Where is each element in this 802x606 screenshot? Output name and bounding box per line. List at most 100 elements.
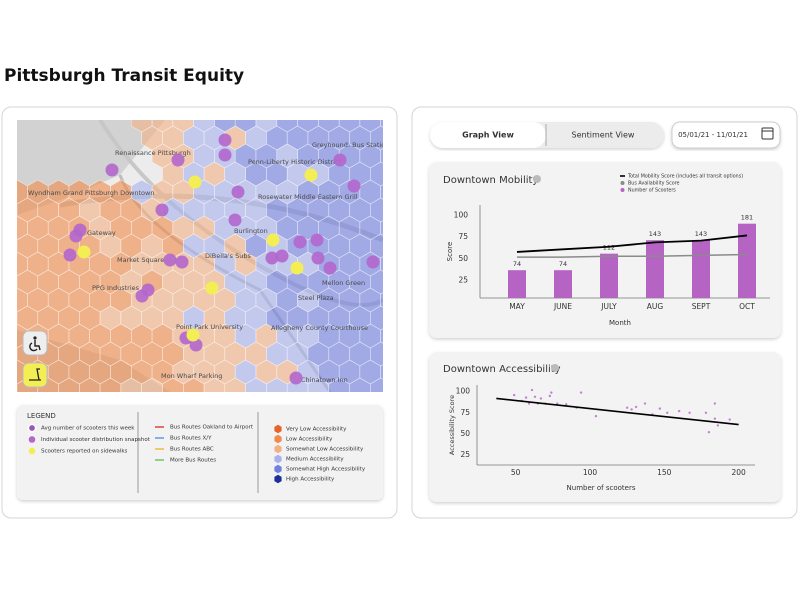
scooter-marker xyxy=(231,185,245,199)
map-label: Mon Wharf Parking xyxy=(161,372,222,380)
map-label: PPG Industries xyxy=(92,284,140,292)
help-icon[interactable] xyxy=(551,364,559,372)
scooter-button[interactable] xyxy=(22,362,48,388)
hex-cell xyxy=(369,377,383,392)
y-tick-label: 75 xyxy=(458,232,468,241)
x-tick-label: JULY xyxy=(600,302,617,311)
scooter-marker xyxy=(171,153,185,167)
page-title: Pittsburgh Transit Equity xyxy=(4,66,244,86)
scatter-point xyxy=(548,394,552,398)
sidewalk-marker xyxy=(188,175,202,189)
scatter-point xyxy=(728,418,731,421)
legend-swatch xyxy=(274,444,282,454)
hex-cell xyxy=(141,377,163,392)
sidewalk-marker xyxy=(186,328,200,342)
legend-swatch xyxy=(620,188,625,192)
x-tick-label: 100 xyxy=(583,468,598,477)
icon xyxy=(29,340,41,352)
legend-label: Individual scooter distribution snapshot xyxy=(41,437,151,443)
map-label: Market Square xyxy=(117,256,164,264)
scooter-marker xyxy=(218,133,232,147)
tab-active[interactable] xyxy=(430,122,546,148)
bar xyxy=(692,240,710,298)
scooter-marker xyxy=(175,255,189,269)
x-tick-label: 50 xyxy=(511,468,521,477)
calendar-icon[interactable] xyxy=(761,127,774,140)
map-label: Wyndham Grand Pittsburgh Downtown xyxy=(28,189,154,197)
map-label: Steel Plaza xyxy=(298,294,334,302)
map-controls xyxy=(22,330,48,388)
scatter-point xyxy=(594,414,598,418)
legend-label: Bus Routes X/Y xyxy=(170,436,212,442)
x-tick-label: SEPT xyxy=(692,302,711,311)
y-tick-label: 75 xyxy=(460,408,470,417)
legend-swatch xyxy=(620,181,625,185)
legend-label: Number of Scooters xyxy=(628,188,676,194)
map-label: Rosewater Middle Eastern Grill xyxy=(258,193,358,201)
scatter-point xyxy=(688,411,691,414)
bar-value-label: 74 xyxy=(559,260,567,268)
legend-label: Bus Routes ABC xyxy=(170,447,214,453)
legend-label: Total Mobility Score (includes all trans… xyxy=(627,174,743,180)
scooter-marker xyxy=(135,289,149,303)
hex-cell xyxy=(79,377,101,392)
tab[interactable]: Sentiment View xyxy=(572,131,635,140)
date-range: 05/01/21 - 11/01/21 xyxy=(678,131,748,139)
hex-cell xyxy=(266,377,288,392)
scatter-point xyxy=(666,411,669,414)
x-tick-label: AUG xyxy=(647,302,664,311)
legend-label: Very Low Accessibility xyxy=(286,427,347,433)
bar xyxy=(646,240,664,298)
sidewalk-marker xyxy=(304,168,318,182)
scatter-point xyxy=(524,396,528,399)
chart-card xyxy=(429,352,781,502)
scatter-point xyxy=(625,406,629,409)
bar xyxy=(508,270,526,298)
scatter-point xyxy=(512,393,516,397)
legend-label: Somewhat High Accessibility xyxy=(286,467,366,473)
scooter-marker xyxy=(189,338,203,352)
legend-label: More Bus Routes xyxy=(170,458,216,464)
x-tick-label: 150 xyxy=(657,468,672,477)
hex-cell xyxy=(349,377,371,392)
icon xyxy=(33,336,37,340)
x-tick-label: 200 xyxy=(731,468,746,477)
line xyxy=(517,253,748,258)
scatter-point xyxy=(716,424,720,427)
map-label: Renaissance Pittsburgh xyxy=(115,149,191,157)
x-axis-label: Number of scooters xyxy=(567,484,636,492)
help-icon[interactable] xyxy=(533,175,541,183)
scooter-marker xyxy=(265,251,279,265)
scooter-marker xyxy=(347,179,361,193)
scatter-point xyxy=(713,417,717,420)
scooter-marker xyxy=(293,235,307,249)
legend-label: Bus Routes Oakland to Airport xyxy=(170,425,254,431)
scatter-point xyxy=(713,402,717,405)
hex-cell xyxy=(120,377,142,392)
y-tick-label: 25 xyxy=(458,276,468,285)
bar xyxy=(738,223,756,298)
bar-value-label: 112 xyxy=(603,244,615,252)
map-label: Mellon Green xyxy=(322,279,365,287)
line xyxy=(516,234,748,253)
scatter-point xyxy=(677,409,681,413)
scooter-marker xyxy=(105,163,119,177)
legend-label: Avg number of scooters this week xyxy=(41,426,135,432)
scooter-marker xyxy=(323,261,337,275)
scatter-point xyxy=(556,402,559,405)
hex-cell xyxy=(224,377,246,392)
hex-cell xyxy=(203,377,226,392)
map-label: Chinatown Inn xyxy=(301,376,348,384)
chart-title: Downtown Mobility xyxy=(443,175,538,186)
date-picker[interactable] xyxy=(671,121,781,149)
scatter-point xyxy=(550,391,553,394)
scooter-marker xyxy=(289,371,303,385)
map[interactable]: Renaissance Pittsburgh Penn-Liberty Histo… xyxy=(7,108,433,438)
tab[interactable]: Graph View xyxy=(462,131,514,140)
hex-cell xyxy=(99,377,122,392)
hex-cell xyxy=(183,377,205,392)
legend-label: Scooters reported on sidewalks xyxy=(41,449,128,455)
scatter-point xyxy=(539,397,543,400)
sidewalk-marker xyxy=(77,245,91,259)
scooter-marker xyxy=(311,251,325,265)
